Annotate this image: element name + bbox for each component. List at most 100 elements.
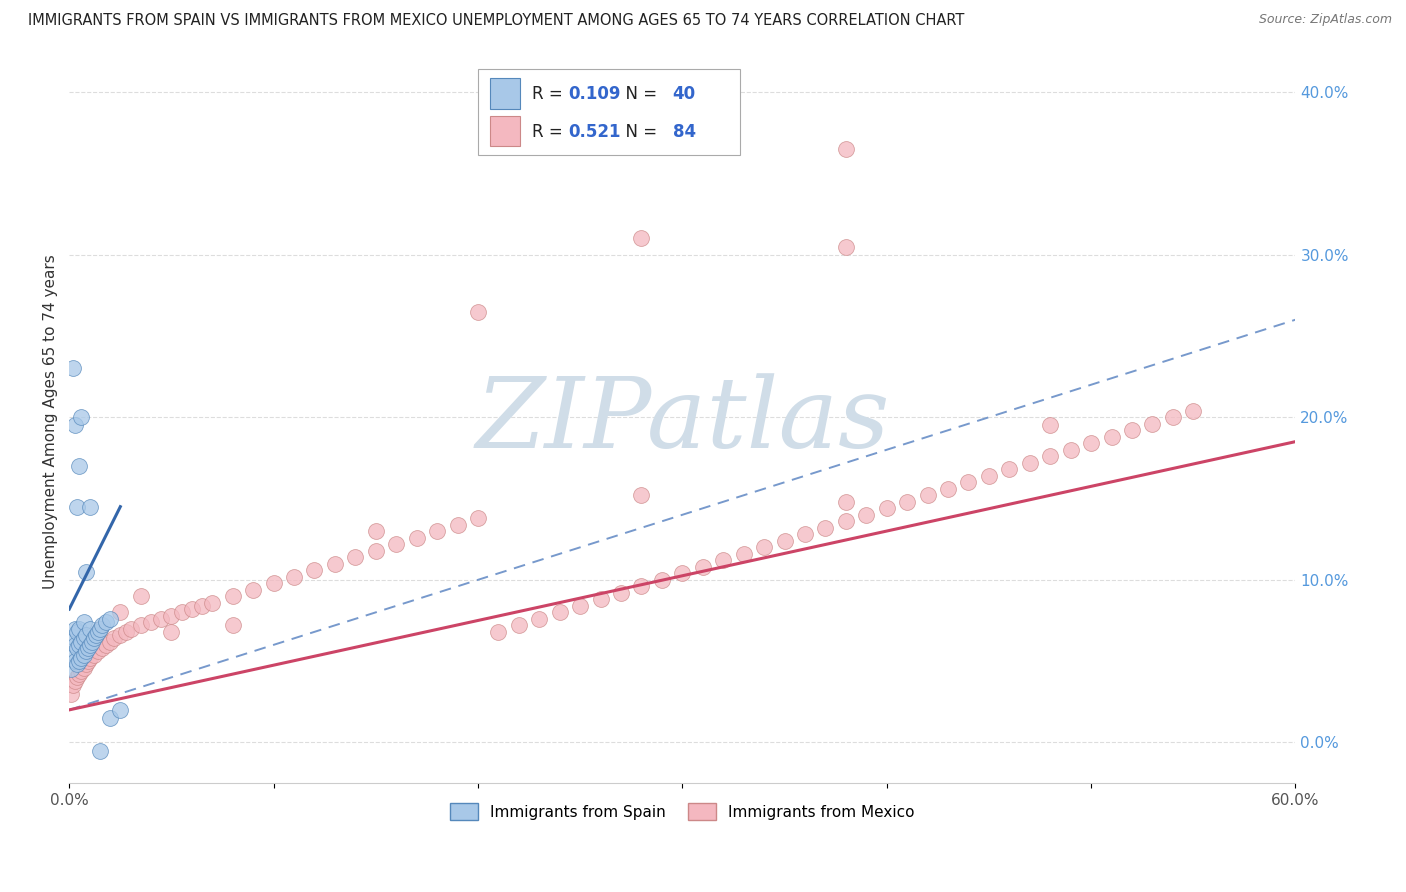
Point: [323, 557, 346, 571]
Y-axis label: Unemployment Among Ages 65 to 74 years: Unemployment Among Ages 65 to 74 years: [44, 254, 58, 589]
Point: [998, 462, 1021, 476]
Point: [364, 524, 387, 538]
Point: [72, 615, 94, 629]
Point: [936, 482, 959, 496]
Point: [70, 664, 93, 678]
Bar: [489, 116, 520, 146]
Point: [89, 622, 111, 636]
Point: [98, 711, 121, 725]
Text: 40: 40: [672, 85, 696, 103]
Point: [90, 618, 112, 632]
Point: [90, 641, 112, 656]
Text: R =: R =: [531, 123, 568, 141]
Point: [60, 687, 83, 701]
Point: [110, 703, 132, 717]
Point: [75, 657, 97, 672]
Point: [87, 624, 110, 639]
Text: IMMIGRANTS FROM SPAIN VS IMMIGRANTS FROM MEXICO UNEMPLOYMENT AMONG AGES 65 TO 74: IMMIGRANTS FROM SPAIN VS IMMIGRANTS FROM…: [28, 13, 965, 29]
Point: [191, 599, 214, 613]
Point: [794, 527, 817, 541]
Point: [242, 582, 264, 597]
Point: [76, 641, 98, 656]
Point: [671, 566, 693, 581]
Point: [66, 670, 89, 684]
Point: [72, 660, 94, 674]
Point: [426, 524, 449, 538]
Point: [79, 638, 101, 652]
Point: [79, 651, 101, 665]
Point: [65, 654, 87, 668]
Point: [467, 304, 489, 318]
Point: [835, 495, 858, 509]
Point: [69, 638, 91, 652]
Point: [129, 589, 152, 603]
Point: [364, 543, 387, 558]
Point: [62, 678, 84, 692]
Point: [79, 500, 101, 514]
Point: [103, 632, 125, 646]
Point: [630, 231, 652, 245]
Point: [76, 654, 98, 668]
Point: [222, 589, 245, 603]
Point: [835, 142, 858, 156]
Point: [160, 608, 183, 623]
Text: 0.521: 0.521: [568, 123, 621, 141]
Point: [180, 602, 202, 616]
Point: [84, 628, 107, 642]
Point: [80, 634, 103, 648]
Point: [630, 579, 652, 593]
Point: [66, 500, 89, 514]
Point: [98, 612, 121, 626]
Point: [62, 646, 84, 660]
Point: [752, 541, 775, 555]
Point: [569, 599, 592, 613]
Point: [69, 667, 91, 681]
Text: N =: N =: [614, 85, 662, 103]
Text: ZIPatlas: ZIPatlas: [475, 374, 890, 469]
Point: [773, 533, 796, 548]
Point: [733, 547, 755, 561]
Point: [94, 615, 117, 629]
Text: N =: N =: [614, 123, 662, 141]
Point: [129, 618, 152, 632]
Point: [876, 501, 898, 516]
Text: 84: 84: [672, 123, 696, 141]
Point: [304, 563, 326, 577]
Point: [957, 475, 980, 490]
Point: [446, 517, 468, 532]
Point: [75, 628, 97, 642]
Point: [110, 605, 132, 619]
Point: [1161, 410, 1184, 425]
Point: [69, 458, 91, 473]
Point: [60, 662, 83, 676]
Point: [344, 550, 367, 565]
Point: [115, 624, 138, 639]
Text: R =: R =: [531, 85, 568, 103]
Point: [1121, 423, 1143, 437]
Point: [83, 648, 105, 662]
Point: [66, 624, 89, 639]
Point: [1018, 456, 1040, 470]
Point: [83, 632, 105, 646]
Point: [855, 508, 877, 522]
Point: [120, 622, 142, 636]
Point: [65, 638, 87, 652]
Point: [72, 632, 94, 646]
Point: [835, 239, 858, 253]
Point: [630, 488, 652, 502]
FancyBboxPatch shape: [478, 69, 740, 155]
Point: [467, 511, 489, 525]
Point: [69, 622, 91, 636]
Point: [70, 651, 93, 665]
Point: [98, 634, 121, 648]
Point: [94, 638, 117, 652]
Legend: Immigrants from Spain, Immigrants from Mexico: Immigrants from Spain, Immigrants from M…: [444, 797, 921, 826]
Point: [1039, 418, 1062, 433]
Text: Source: ZipAtlas.com: Source: ZipAtlas.com: [1258, 13, 1392, 27]
Point: [692, 559, 714, 574]
Point: [651, 573, 673, 587]
Point: [1080, 436, 1102, 450]
Point: [65, 673, 87, 688]
Point: [610, 586, 633, 600]
Point: [110, 628, 132, 642]
